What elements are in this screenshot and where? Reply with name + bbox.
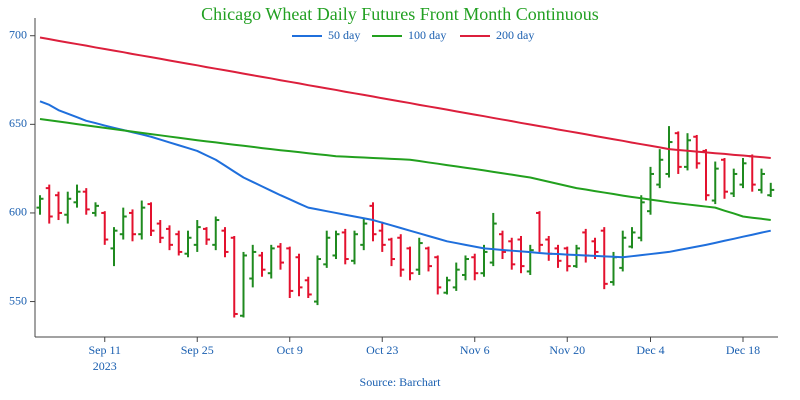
x-tick-label: Oct 23: [366, 343, 398, 357]
legend-label: 200 day: [496, 28, 534, 42]
legend-label: 50 day: [328, 28, 360, 42]
source-note: Source: Barchart: [360, 375, 442, 389]
chart-title: Chicago Wheat Daily Futures Front Month …: [201, 4, 599, 24]
ma-line: [39, 118, 771, 222]
ma-line: [39, 100, 771, 259]
y-tick-label: 550: [9, 293, 27, 307]
x-tick-label: Oct 9: [277, 343, 303, 357]
y-tick-label: 700: [9, 27, 27, 41]
x-tick-label: Dec 18: [726, 343, 760, 357]
x-tick-label: Sep 11: [88, 343, 121, 357]
x-tick-label: Sep 25: [181, 343, 214, 357]
y-tick-label: 650: [9, 116, 27, 130]
x-tick-label: Nov 6: [460, 343, 490, 357]
legend-label: 100 day: [408, 28, 446, 42]
x-tick-label: Dec 4: [636, 343, 664, 357]
y-tick-label: 600: [9, 205, 27, 219]
ma-line: [39, 36, 771, 160]
x-tick-label: Nov 20: [549, 343, 585, 357]
x-year-label: 2023: [93, 359, 117, 373]
